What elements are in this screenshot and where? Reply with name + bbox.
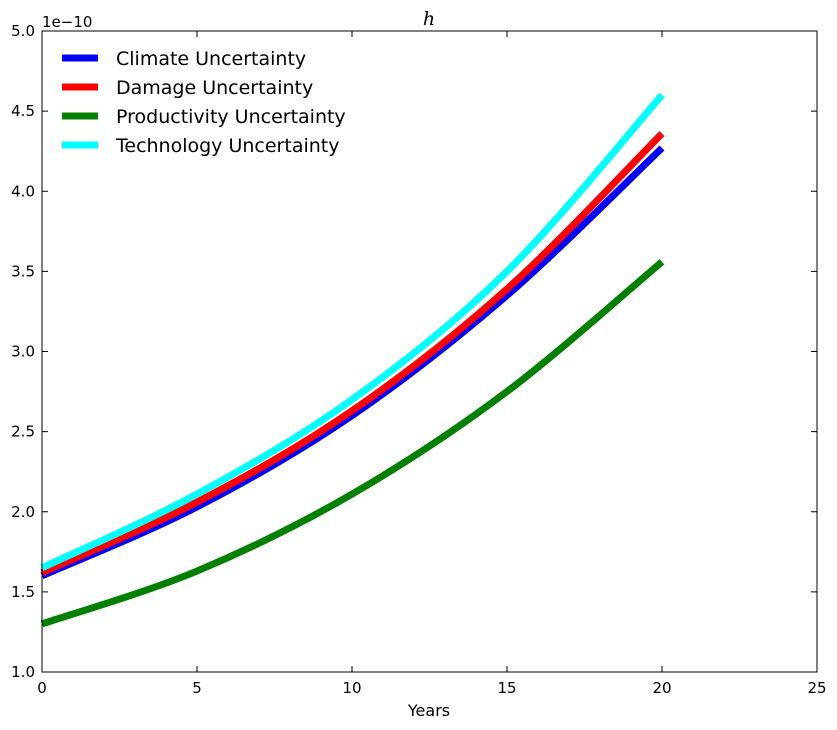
x-axis-label: Years [407, 701, 450, 720]
y-tick-label: 2.5 [11, 423, 35, 441]
tick-layer: 0 5 10 15 20 25 1.0 1.5 2.0 2.5 3.0 3.5 4.0 4.5 5.0 [11, 22, 826, 697]
y-tick-label: 4.0 [11, 182, 35, 200]
y-tick-label: 1.0 [11, 663, 35, 681]
x-tick-label: 15 [497, 679, 516, 697]
legend: Climate Uncertainty Damage Uncertainty Pro… [62, 48, 346, 157]
legend-label: Damage Uncertainty [116, 77, 313, 99]
y-tick-label: 1.5 [11, 583, 35, 601]
y-tick-label: 2.0 [11, 503, 35, 521]
x-tick-label: 20 [652, 679, 671, 697]
chart-title: h [423, 8, 435, 30]
x-tick-label: 10 [342, 679, 361, 697]
y-tick-label: 3.5 [11, 262, 35, 280]
legend-label: Productivity Uncertainty [116, 106, 346, 128]
y-tick-label: 4.5 [11, 102, 35, 120]
series-line-productivity-uncertainty [40, 259, 665, 628]
y-axis-offset-label: 1e−10 [42, 13, 92, 31]
series-line-climate-uncertainty [40, 145, 665, 580]
y-tick-label: 5.0 [11, 22, 35, 40]
x-tick-label: 25 [807, 679, 826, 697]
x-tick-label: 0 [37, 679, 47, 697]
series-layer [40, 92, 665, 628]
series-line-damage-uncertainty [40, 131, 665, 576]
x-tick-label: 5 [192, 679, 202, 697]
legend-label: Technology Uncertainty [115, 135, 339, 157]
legend-label: Climate Uncertainty [116, 48, 306, 70]
y-tick-label: 3.0 [11, 343, 35, 361]
series-line-technology-uncertainty [40, 92, 665, 571]
